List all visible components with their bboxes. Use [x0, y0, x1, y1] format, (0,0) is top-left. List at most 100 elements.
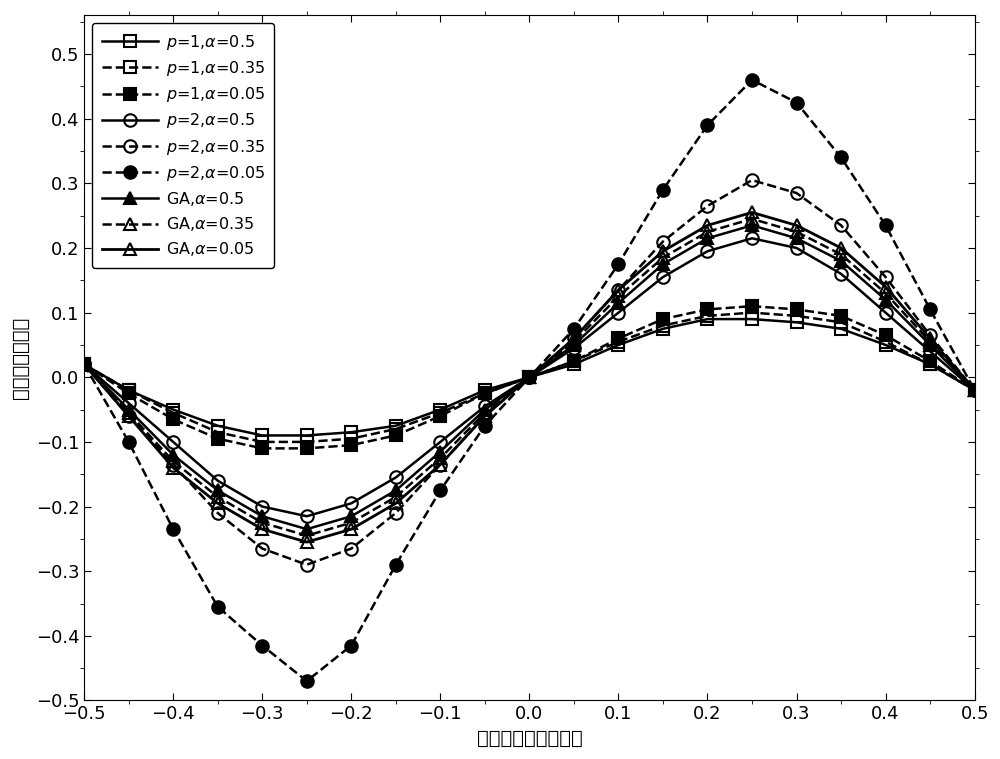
- $p$=1,$\alpha$=0.5: [301, 431, 313, 440]
- $p$=2,$\alpha$=0.5: [78, 360, 90, 369]
- $p$=1,$\alpha$=0.05: [746, 301, 758, 310]
- $p$=2,$\alpha$=0.05: [835, 153, 847, 162]
- GA,$\alpha$=0.05: [657, 247, 669, 256]
- GA,$\alpha$=0.35: [345, 518, 357, 528]
- GA,$\alpha$=0.5: [345, 512, 357, 521]
- $p$=2,$\alpha$=0.05: [657, 185, 669, 194]
- $p$=1,$\alpha$=0.35: [612, 337, 624, 346]
- $p$=1,$\alpha$=0.05: [123, 389, 135, 398]
- GA,$\alpha$=0.5: [479, 405, 491, 414]
- $p$=1,$\alpha$=0.05: [167, 414, 179, 424]
- GA,$\alpha$=0.35: [969, 386, 981, 395]
- $p$=2,$\alpha$=0.05: [791, 98, 803, 107]
- GA,$\alpha$=0.35: [880, 288, 892, 298]
- $p$=2,$\alpha$=0.5: [612, 308, 624, 317]
- GA,$\alpha$=0.5: [568, 340, 580, 349]
- $p$=1,$\alpha$=0.5: [523, 373, 535, 382]
- $p$=1,$\alpha$=0.05: [212, 434, 224, 443]
- $p$=1,$\alpha$=0.35: [479, 389, 491, 398]
- GA,$\alpha$=0.05: [835, 244, 847, 253]
- $p$=2,$\alpha$=0.05: [924, 305, 936, 314]
- $p$=1,$\alpha$=0.05: [523, 373, 535, 382]
- $p$=2,$\alpha$=0.35: [835, 221, 847, 230]
- GA,$\alpha$=0.05: [791, 221, 803, 230]
- $p$=2,$\alpha$=0.35: [924, 331, 936, 340]
- GA,$\alpha$=0.05: [345, 524, 357, 534]
- $p$=1,$\alpha$=0.5: [212, 421, 224, 430]
- GA,$\alpha$=0.05: [212, 499, 224, 508]
- $p$=2,$\alpha$=0.05: [880, 221, 892, 230]
- Line: $p$=1,$\alpha$=0.35: $p$=1,$\alpha$=0.35: [79, 307, 980, 448]
- $p$=2,$\alpha$=0.05: [746, 75, 758, 84]
- $p$=2,$\alpha$=0.05: [212, 602, 224, 611]
- GA,$\alpha$=0.35: [256, 518, 268, 528]
- $p$=1,$\alpha$=0.5: [78, 360, 90, 369]
- $p$=2,$\alpha$=0.35: [123, 411, 135, 420]
- GA,$\alpha$=0.35: [167, 457, 179, 466]
- $p$=1,$\alpha$=0.35: [701, 311, 713, 320]
- Y-axis label: 误差检测器输出: 误差检测器输出: [11, 317, 30, 399]
- GA,$\alpha$=0.35: [479, 408, 491, 417]
- $p$=2,$\alpha$=0.5: [568, 344, 580, 353]
- $p$=2,$\alpha$=0.5: [390, 473, 402, 482]
- Line: $p$=1,$\alpha$=0.5: $p$=1,$\alpha$=0.5: [79, 313, 980, 441]
- $p$=1,$\alpha$=0.5: [701, 314, 713, 323]
- $p$=2,$\alpha$=0.5: [880, 308, 892, 317]
- GA,$\alpha$=0.5: [390, 486, 402, 495]
- $p$=2,$\alpha$=0.5: [791, 244, 803, 253]
- GA,$\alpha$=0.35: [657, 254, 669, 263]
- $p$=2,$\alpha$=0.5: [969, 386, 981, 395]
- $p$=1,$\alpha$=0.5: [924, 360, 936, 369]
- Line: GA,$\alpha$=0.5: GA,$\alpha$=0.5: [78, 219, 981, 535]
- $p$=1,$\alpha$=0.5: [880, 340, 892, 349]
- $p$=2,$\alpha$=0.5: [167, 437, 179, 446]
- GA,$\alpha$=0.5: [924, 340, 936, 349]
- $p$=1,$\alpha$=0.35: [657, 321, 669, 330]
- $p$=1,$\alpha$=0.5: [256, 431, 268, 440]
- $p$=1,$\alpha$=0.5: [969, 386, 981, 395]
- $p$=2,$\alpha$=0.5: [434, 437, 446, 446]
- GA,$\alpha$=0.05: [78, 360, 90, 369]
- $p$=2,$\alpha$=0.05: [256, 641, 268, 650]
- $p$=2,$\alpha$=0.35: [479, 411, 491, 420]
- $p$=1,$\alpha$=0.5: [434, 405, 446, 414]
- $p$=1,$\alpha$=0.05: [701, 305, 713, 314]
- $p$=2,$\alpha$=0.35: [78, 360, 90, 369]
- $p$=2,$\alpha$=0.35: [212, 509, 224, 518]
- $p$=2,$\alpha$=0.05: [479, 421, 491, 430]
- Legend: $p$=1,$\alpha$=0.5, $p$=1,$\alpha$=0.35, $p$=1,$\alpha$=0.05, $p$=2,$\alpha$=0.5: $p$=1,$\alpha$=0.5, $p$=1,$\alpha$=0.35,…: [92, 24, 274, 268]
- GA,$\alpha$=0.05: [434, 460, 446, 469]
- GA,$\alpha$=0.5: [212, 486, 224, 495]
- $p$=1,$\alpha$=0.35: [835, 318, 847, 327]
- $p$=2,$\alpha$=0.5: [479, 402, 491, 411]
- $p$=2,$\alpha$=0.5: [924, 347, 936, 356]
- GA,$\alpha$=0.35: [212, 493, 224, 502]
- $p$=1,$\alpha$=0.5: [479, 386, 491, 395]
- GA,$\alpha$=0.05: [969, 386, 981, 395]
- GA,$\alpha$=0.35: [835, 250, 847, 259]
- $p$=2,$\alpha$=0.35: [612, 285, 624, 294]
- Line: $p$=2,$\alpha$=0.35: $p$=2,$\alpha$=0.35: [78, 174, 981, 571]
- $p$=2,$\alpha$=0.35: [657, 237, 669, 246]
- $p$=2,$\alpha$=0.35: [969, 386, 981, 395]
- $p$=1,$\alpha$=0.35: [256, 437, 268, 446]
- GA,$\alpha$=0.5: [523, 373, 535, 382]
- $p$=2,$\alpha$=0.35: [523, 373, 535, 382]
- GA,$\alpha$=0.05: [880, 282, 892, 291]
- GA,$\alpha$=0.05: [701, 221, 713, 230]
- GA,$\alpha$=0.35: [701, 227, 713, 236]
- $p$=1,$\alpha$=0.5: [791, 318, 803, 327]
- GA,$\alpha$=0.35: [390, 493, 402, 502]
- GA,$\alpha$=0.5: [123, 405, 135, 414]
- GA,$\alpha$=0.5: [746, 221, 758, 230]
- $p$=1,$\alpha$=0.35: [924, 360, 936, 369]
- $p$=2,$\alpha$=0.35: [746, 175, 758, 184]
- $p$=2,$\alpha$=0.5: [256, 502, 268, 511]
- $p$=1,$\alpha$=0.05: [880, 331, 892, 340]
- $p$=2,$\alpha$=0.05: [167, 524, 179, 534]
- $p$=1,$\alpha$=0.35: [568, 357, 580, 366]
- $p$=1,$\alpha$=0.5: [746, 314, 758, 323]
- GA,$\alpha$=0.35: [301, 531, 313, 540]
- Line: $p$=2,$\alpha$=0.5: $p$=2,$\alpha$=0.5: [78, 232, 981, 522]
- $p$=1,$\alpha$=0.05: [301, 444, 313, 453]
